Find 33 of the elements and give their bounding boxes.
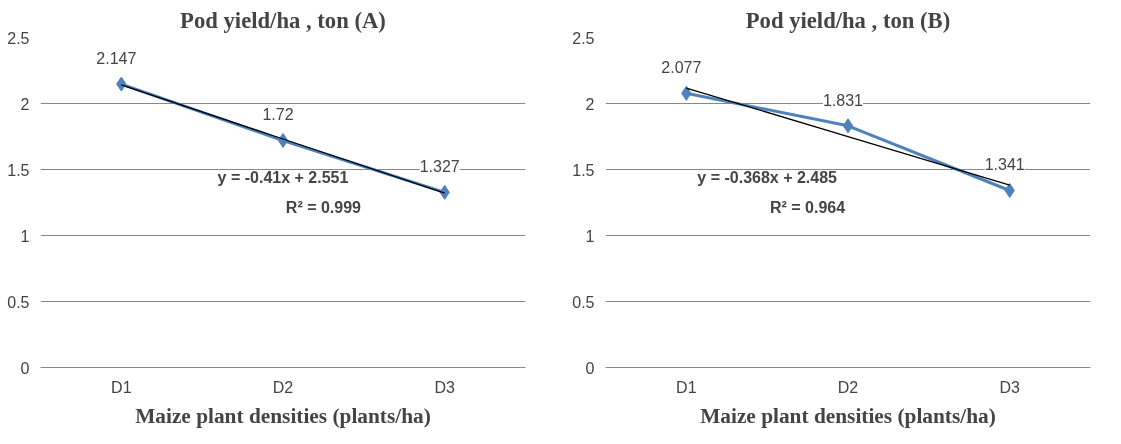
chart-title: Pod yield/ha , ton (A) bbox=[180, 7, 386, 33]
y-tick-label: 0 bbox=[585, 359, 595, 377]
y-tick-label: 0 bbox=[20, 359, 30, 377]
y-tick-label: 2 bbox=[585, 95, 595, 113]
y-tick-label: 0.5 bbox=[7, 293, 30, 311]
data-label: 1.72 bbox=[262, 106, 294, 124]
y-tick-label: 1.5 bbox=[7, 161, 30, 179]
y-tick-label: 2.5 bbox=[572, 29, 595, 47]
x-tick-label: D2 bbox=[272, 378, 294, 396]
x-tick-label: D1 bbox=[111, 378, 132, 396]
x-tick-label: D1 bbox=[676, 378, 697, 396]
x-axis-title: Maize plant densities (plants/ha) bbox=[135, 403, 431, 428]
data-label: 1.341 bbox=[984, 156, 1025, 174]
x-axis-title: Maize plant densities (plants/ha) bbox=[700, 403, 996, 428]
data-label: 1.831 bbox=[822, 91, 864, 109]
chart-title: Pod yield/ha , ton (B) bbox=[745, 7, 951, 33]
x-tick-label: D2 bbox=[837, 378, 859, 396]
data-label: 2.147 bbox=[96, 50, 137, 68]
point bbox=[842, 118, 854, 134]
x-tick-label: D3 bbox=[434, 378, 455, 396]
y-tick-label: 0.5 bbox=[572, 293, 595, 311]
data-label: 2.077 bbox=[661, 59, 702, 77]
y-tick-label: 1 bbox=[585, 227, 595, 245]
annotation: y = -0.41x + 2.551 bbox=[217, 169, 349, 186]
annotation: R² = 0.964 bbox=[770, 199, 846, 217]
annotation: y = -0.368x + 2.485 bbox=[697, 169, 838, 186]
data-label: 1.327 bbox=[419, 158, 460, 176]
y-tick-label: 1.5 bbox=[572, 161, 595, 179]
y-tick-label: 2.5 bbox=[7, 29, 30, 47]
y-tick-label: 1 bbox=[20, 227, 30, 245]
y-tick-label: 2 bbox=[20, 95, 30, 113]
annotation: R² = 0.999 bbox=[285, 199, 362, 217]
x-tick-label: D3 bbox=[999, 378, 1020, 396]
